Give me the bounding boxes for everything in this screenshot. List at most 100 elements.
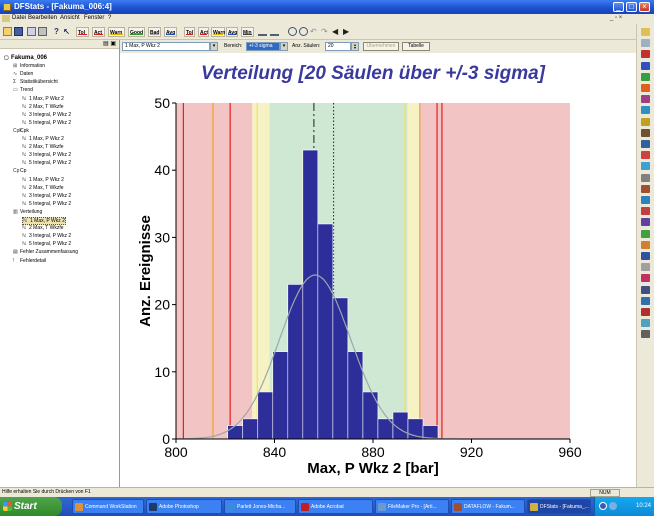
curve-toggle-2-icon[interactable] <box>270 27 279 36</box>
tool-icon[interactable] <box>641 84 650 92</box>
document-menu-icon[interactable] <box>2 15 10 22</box>
context-help-icon[interactable]: ↖ <box>63 27 70 36</box>
toolbar-toggle-act-1[interactable]: Act <box>92 27 105 37</box>
tool-icon[interactable] <box>641 229 650 238</box>
toolbar-toggle-tol-0[interactable]: Tol <box>76 27 89 37</box>
curve-toggle-icon[interactable] <box>258 27 267 36</box>
bars-count-spinner-icon[interactable]: ▴ ▾ <box>351 42 359 51</box>
taskbar-task-button[interactable]: Adobe Acrobat <box>298 499 373 514</box>
help-icon[interactable]: ? <box>54 27 59 36</box>
tool-icon[interactable] <box>641 128 650 137</box>
tool-icon[interactable] <box>641 151 650 160</box>
tool-icon[interactable] <box>641 308 650 316</box>
toolbar-toggle-warn-8[interactable]: Warn <box>211 27 225 37</box>
toolbar-toggle-warn-2[interactable]: Warn <box>108 27 125 37</box>
start-button[interactable]: Start <box>0 497 62 516</box>
toolbar-toggle-tol-6[interactable]: Tol <box>184 27 195 37</box>
volume-icon[interactable] <box>609 502 617 510</box>
taskbar-task-button[interactable]: Adobe Photoshop <box>146 499 222 514</box>
tree-group-node[interactable]: ▭ Trend <box>13 87 33 93</box>
tree-group-node[interactable]: ▤ Fehler Zusammenfassung <box>13 249 78 255</box>
tool-icon[interactable] <box>641 50 650 59</box>
tool-icon[interactable] <box>641 28 650 36</box>
toolbar-toggle-min-max-10[interactable]: Min Max <box>241 27 254 46</box>
close-button[interactable]: × <box>639 2 650 12</box>
forward-arrow-icon[interactable]: ▶ <box>343 27 350 36</box>
tool-icon[interactable] <box>641 95 650 104</box>
taskbar-task-button[interactable]: DFStats - [Fakuma_... <box>527 499 591 514</box>
undo-icon[interactable]: ↶ <box>310 27 317 36</box>
channel-select[interactable]: 1 Max, P Wkz 2 <box>122 42 210 51</box>
menu-fenster[interactable]: Fenster <box>84 15 105 21</box>
menu-ansicht[interactable]: Ansicht <box>60 15 80 21</box>
tool-icon[interactable] <box>641 218 650 227</box>
zoom-icon[interactable] <box>288 27 297 36</box>
maximize-button[interactable]: □ <box>626 2 637 12</box>
tool-icon[interactable] <box>641 106 650 115</box>
tree-group-node[interactable]: CpkCpk <box>13 128 29 134</box>
tool-icon[interactable] <box>641 196 650 204</box>
tool-icon[interactable] <box>641 252 650 260</box>
tool-icon[interactable] <box>641 240 650 249</box>
tool-icon[interactable] <box>641 162 650 171</box>
tree-root-node[interactable]: ▢ Fakuma_006 <box>4 55 47 61</box>
zoom-out-icon[interactable] <box>299 27 308 36</box>
range-dropdown-arrow-icon[interactable]: ▾ <box>280 42 288 51</box>
tree-group-node[interactable]: CpCp <box>13 168 26 174</box>
range-select[interactable]: +/-3 sigma <box>246 42 280 51</box>
tool-icon[interactable] <box>641 140 650 148</box>
toolbar-toggle-avg-5[interactable]: Avg <box>164 27 177 37</box>
tree-group-node[interactable]: Σ Statistiküber­sicht <box>13 79 58 85</box>
tool-icon[interactable] <box>641 263 650 272</box>
tree-group-node[interactable]: ∿ Daten <box>13 71 33 77</box>
network-icon[interactable] <box>599 502 607 510</box>
tool-icon[interactable] <box>641 117 650 126</box>
tool-icon[interactable] <box>641 285 650 294</box>
table-button[interactable]: Tabelle <box>402 42 430 51</box>
apply-button[interactable]: Übernehmen <box>363 42 399 51</box>
tool-icon[interactable] <box>641 274 650 283</box>
tool-icon[interactable] <box>641 39 650 48</box>
copy-icon[interactable] <box>27 27 36 36</box>
tree-group-node[interactable]: ⊞ Information <box>13 63 45 69</box>
redo-icon[interactable]: ↷ <box>321 27 328 36</box>
toolbar-toggle-bad-4[interactable]: Bad <box>148 27 161 37</box>
menu-datei[interactable]: Datei <box>12 15 27 21</box>
mdi-window-controls[interactable]: _ ▫ × <box>610 15 623 21</box>
tool-icon[interactable] <box>641 72 650 81</box>
taskbar-task-button[interactable]: Parlett Jones-Micha... <box>224 499 296 514</box>
menu-help[interactable]: ? <box>108 15 112 21</box>
toolbar-toggle-good-3[interactable]: Good <box>128 27 145 37</box>
window-titlebar[interactable]: DFStats - [Fakuma_006:4] _ □ × <box>0 0 654 14</box>
tool-icon[interactable] <box>641 184 650 193</box>
tree-pane-options-icon[interactable]: ▤ ▣ <box>102 41 116 47</box>
tree-group-node[interactable]: ! Fehlerdetail <box>13 258 46 264</box>
tool-icon[interactable] <box>641 173 650 182</box>
taskbar-task-button[interactable]: Command WorkStation <box>72 499 144 514</box>
tool-icon[interactable] <box>641 319 650 328</box>
open-file-icon[interactable] <box>3 27 12 36</box>
channel-dropdown-arrow-icon[interactable]: ▾ <box>210 42 218 51</box>
minimize-button[interactable]: _ <box>613 2 624 12</box>
menu-bearbeiten[interactable]: Bearbeiten <box>28 15 58 21</box>
tool-icon[interactable] <box>641 296 650 305</box>
save-icon[interactable] <box>14 27 23 36</box>
back-arrow-icon[interactable]: ◀ <box>332 27 339 36</box>
tool-icon[interactable] <box>641 330 650 339</box>
taskbar-task-button[interactable]: DATAFLOW - Fakum... <box>451 499 525 514</box>
